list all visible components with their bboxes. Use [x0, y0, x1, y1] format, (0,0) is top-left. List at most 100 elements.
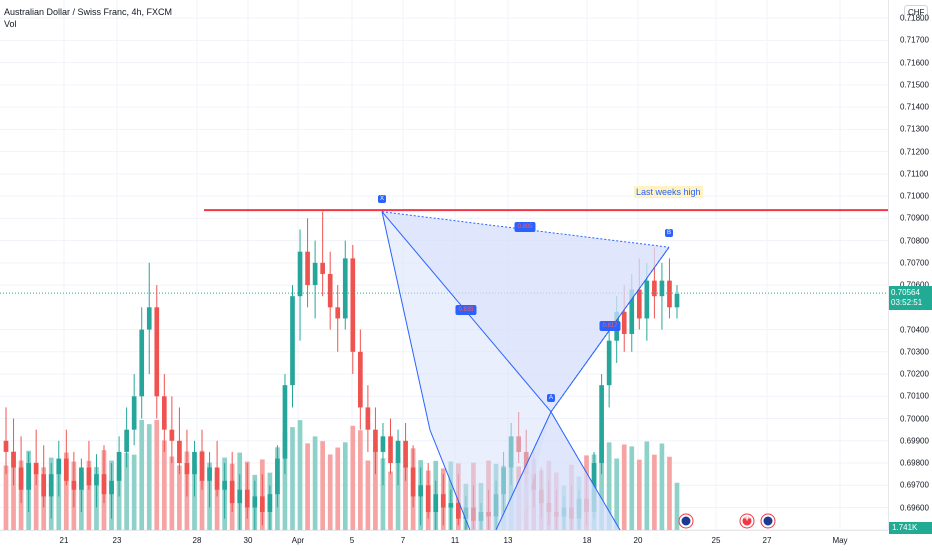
- volume-bar: [199, 450, 205, 530]
- candle-body: [199, 451, 205, 481]
- ratio-label-xa[interactable]: 0.835: [455, 305, 477, 315]
- volume-bar: [365, 460, 371, 530]
- time-tick-label: 18: [582, 536, 592, 545]
- candle-body: [237, 489, 243, 504]
- volume-bar: [63, 452, 69, 530]
- candle-body: [380, 436, 386, 452]
- candle-body: [56, 458, 62, 475]
- pattern-point-a[interactable]: A: [546, 394, 556, 402]
- price-tick-label: 0.71600: [900, 58, 929, 68]
- volume-bar: [146, 424, 152, 530]
- volume-bar: [214, 471, 220, 530]
- time-tick-label: 11: [450, 536, 460, 545]
- candle-body: [335, 307, 341, 319]
- candle-body: [41, 474, 47, 497]
- volume-bar: [131, 454, 137, 530]
- candle-body: [433, 494, 439, 512]
- volume-bar: [388, 471, 393, 530]
- volume-bar: [33, 462, 39, 530]
- candle-body: [358, 351, 363, 408]
- time-tick-label: 27: [762, 536, 772, 545]
- candle-body: [290, 296, 295, 386]
- candle-body: [109, 480, 114, 495]
- candle-body: [259, 496, 265, 512]
- price-tick-label: 0.70600: [900, 280, 929, 290]
- candle-body: [244, 489, 250, 508]
- candle-body: [282, 385, 288, 459]
- candle-body: [267, 494, 273, 512]
- au-flag-event-icon[interactable]: [679, 514, 693, 528]
- volume-bar: [606, 442, 612, 530]
- volume-bar: [636, 459, 642, 530]
- price-tick-label: 0.70900: [900, 213, 929, 223]
- candle-body: [674, 293, 680, 308]
- candle-body: [652, 280, 657, 297]
- volume-bar: [161, 440, 167, 530]
- candle-body: [327, 273, 333, 308]
- volume-bar: [380, 458, 386, 530]
- volume-bar: [154, 420, 160, 530]
- price-tick-label: 0.71100: [900, 169, 929, 179]
- candle-body: [342, 258, 348, 319]
- last-price-badge: 0.70564 03:52:51: [889, 286, 932, 311]
- resistance-annotation[interactable]: Last weeks high: [634, 186, 703, 198]
- volume-bar: [305, 443, 310, 530]
- candle-body: [169, 429, 175, 441]
- volume-bar: [644, 441, 650, 530]
- pattern-point-b[interactable]: B: [664, 229, 674, 237]
- volume-bar: [320, 441, 325, 530]
- candle-body: [154, 307, 160, 397]
- candle-body: [146, 307, 152, 330]
- volume-bar: [652, 454, 657, 530]
- price-tick-label: 0.70100: [900, 391, 929, 401]
- ch-flag-event-icon[interactable]: [740, 514, 754, 528]
- volume-value-badge: 1.741K: [889, 522, 932, 534]
- candle-body: [229, 480, 235, 504]
- chart-legend: Australian Dollar / Swiss Franc, 4h, FXC…: [4, 6, 172, 30]
- time-tick-label: 20: [633, 536, 643, 545]
- candle-body: [63, 458, 69, 481]
- price-tick-label: 0.69800: [900, 458, 929, 468]
- bar-countdown: 03:52:51: [891, 298, 923, 308]
- candle-body: [252, 496, 258, 508]
- volume-bar: [290, 427, 295, 530]
- volume-bar: [621, 444, 627, 530]
- pattern-lower-fill: [382, 211, 551, 530]
- candle-body: [403, 440, 408, 468]
- pattern-point-x[interactable]: X: [377, 195, 387, 203]
- candle-body: [275, 458, 280, 495]
- candle-body: [606, 340, 612, 386]
- au-flag-event-icon[interactable]: [761, 514, 775, 528]
- candle-body: [644, 280, 650, 319]
- price-tick-label: 0.71800: [900, 13, 929, 23]
- currency-button[interactable]: CHF: [904, 5, 929, 21]
- candle-body: [410, 467, 416, 497]
- volume-bar: [335, 447, 341, 530]
- price-tick-label: 0.71200: [900, 147, 929, 157]
- candle-body: [320, 262, 325, 274]
- candle-body: [11, 451, 16, 468]
- candle-body: [26, 463, 31, 490]
- time-tick-label: 13: [503, 536, 513, 545]
- ratio-label-xb[interactable]: 0.885: [514, 222, 536, 232]
- volume-bar: [342, 442, 348, 530]
- ratio-label-ab[interactable]: 0.817: [599, 321, 621, 331]
- price-tick-label: 0.71500: [900, 80, 929, 90]
- volume-bar: [358, 430, 363, 530]
- price-axis[interactable]: CHF 0.71800 0.71700 0.71600 0.71500 0.71400 0…: [888, 0, 932, 534]
- candle-body: [124, 429, 129, 452]
- chart-canvas[interactable]: Australian Dollar / Swiss Franc, 4h, FXC…: [0, 0, 888, 530]
- volume-bar: [124, 452, 129, 530]
- price-tick-label: 0.69600: [900, 503, 929, 513]
- time-axis[interactable]: 21 23 28 30 Apr 5 7 11 13 18 20 25 27 May: [0, 530, 888, 551]
- candle-body: [139, 329, 145, 397]
- volume-bar: [297, 420, 303, 530]
- candle-body: [456, 503, 461, 519]
- candle-body: [207, 467, 212, 481]
- candle-body: [48, 474, 54, 497]
- symbol-title: Australian Dollar / Swiss Franc, 4h, FXC…: [4, 7, 173, 17]
- candle-body: [177, 440, 182, 464]
- main-chart-svg[interactable]: [0, 0, 888, 530]
- candle-body: [101, 474, 107, 495]
- volume-bar: [116, 466, 122, 530]
